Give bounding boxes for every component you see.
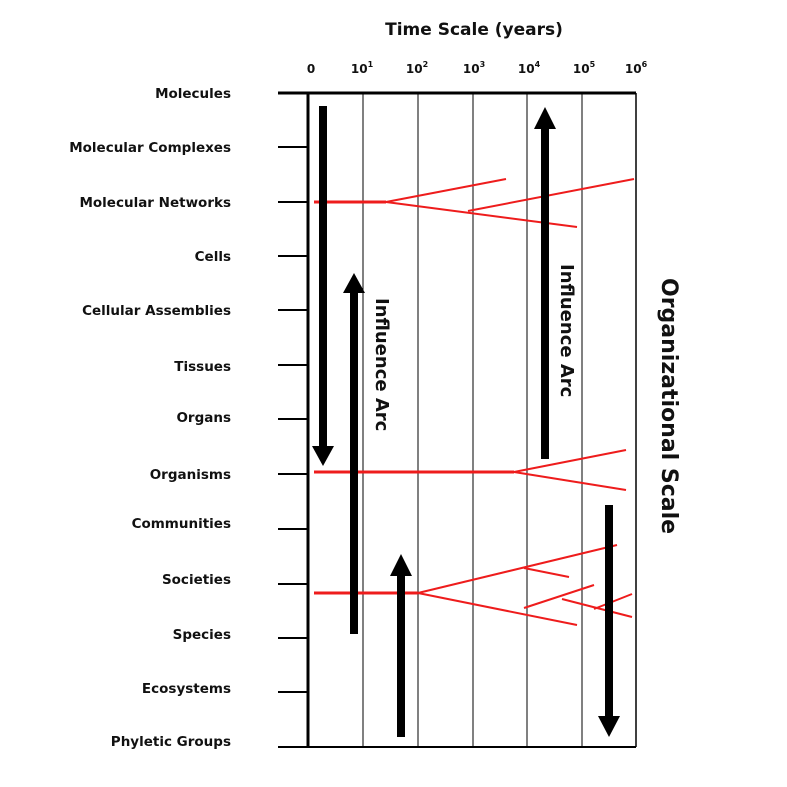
time-tick-6: 106 [625,60,648,76]
branch [385,178,507,203]
influence-arrows [312,106,620,737]
organizational-scale-label: Organizational Scale [656,278,681,534]
time-tick-2: 102 [406,60,428,76]
arrow-down-right [598,505,620,737]
level-label-communities: Communities [132,516,231,532]
level-label-organs: Organs [176,410,231,426]
level-labels: Molecules Molecular Complexes Molecular … [69,86,231,750]
time-tick-3: 103 [463,60,485,76]
level-label-tissues: Tissues [174,359,231,375]
influence-arc-label-right: Influence Arc [556,264,577,397]
branch [467,178,635,212]
grid [278,91,637,748]
level-label-phyletic-groups: Phyletic Groups [111,734,231,750]
branch [417,592,578,626]
branch-lines [314,178,635,626]
time-tick-1: 101 [351,60,374,76]
arrow-up-lower [390,554,412,737]
level-label-cells: Cells [195,249,231,265]
level-label-molecules: Molecules [155,86,231,102]
time-tick-0: 0 [307,62,315,76]
influence-arc-label-left: Influence Arc [371,298,392,431]
level-label-societies: Societies [162,572,231,588]
level-label-molecular-complexes: Molecular Complexes [69,140,231,156]
level-label-ecosystems: Ecosystems [142,681,231,697]
branch [523,584,595,609]
level-label-molecular-networks: Molecular Networks [79,195,231,211]
branch [417,544,618,594]
branch [513,449,627,473]
arrow-down-left [312,106,334,466]
time-tick-5: 105 [573,60,596,76]
level-label-organisms: Organisms [150,467,231,483]
time-scale-title: Time Scale (years) [385,20,563,40]
level-label-cellular-assemblies: Cellular Assemblies [82,303,231,319]
branch [523,567,570,578]
arrow-up-right [534,107,556,459]
arrow-up-middle [343,273,365,634]
level-label-species: Species [173,627,231,643]
branch [513,471,627,491]
time-tick-labels: 0 101 102 103 104 105 106 [307,60,648,76]
time-tick-4: 104 [518,60,541,76]
